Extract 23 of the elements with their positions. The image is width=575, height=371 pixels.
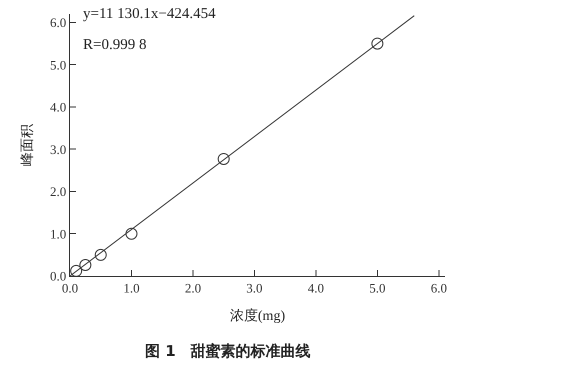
x-axis-title: 浓度(mg) [230, 308, 286, 324]
x-tick-label: 3.0 [246, 280, 263, 296]
y-tick-label: 2.0 [50, 184, 66, 200]
y-axis-title: 峰面积 [20, 124, 36, 166]
x-tick-label: 2.0 [184, 280, 202, 296]
x-tick-label: 5.0 [369, 280, 386, 296]
y-tick-label: 1.0 [50, 226, 66, 242]
point [218, 152, 230, 165]
x-tick-label: 4.0 [308, 280, 324, 296]
point [371, 38, 384, 50]
caption: 图 1 甜蜜素的标准曲线 [145, 342, 311, 360]
y-tick-label: 4.0 [50, 100, 66, 115]
y-tick-label: 5.0 [50, 57, 66, 72]
point [125, 228, 138, 240]
x-tick-label: 6.0 [430, 280, 447, 296]
point [94, 248, 107, 261]
y-tick-label: 6.0 [50, 15, 66, 30]
annotation: y=11 130.1x−424.454 [83, 6, 216, 22]
x-tick-label: 1.0 [123, 280, 140, 296]
point [70, 264, 82, 276]
y-tick-label: 3.0 [50, 142, 66, 157]
point [79, 259, 92, 272]
annotation: R=0.999 8 [83, 37, 146, 53]
